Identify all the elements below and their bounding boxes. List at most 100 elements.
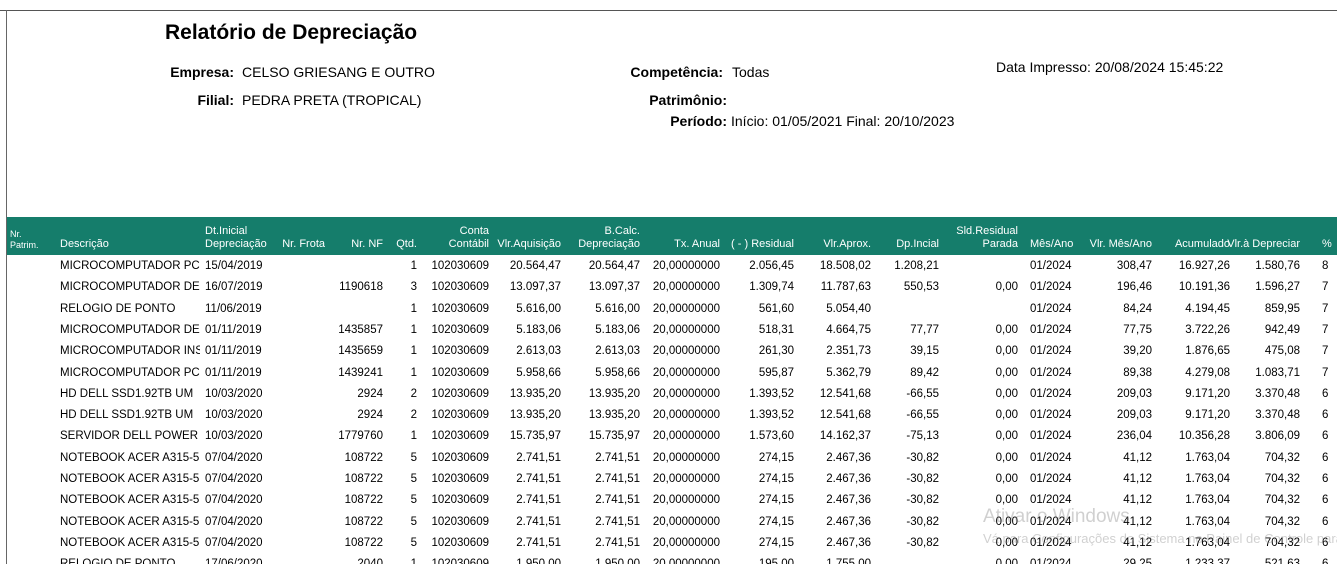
table-row[interactable]: HD DELL SSD1.92TB UM 10/03/2020 2924 2 10203… [7, 405, 1337, 426]
table-cell: NOTEBOOK ACER A315-5 [60, 473, 200, 485]
table-cell: 2.741,51 [516, 536, 561, 549]
table-cell: -75,13 [906, 430, 939, 443]
table-cell: 12.541,68 [819, 387, 871, 400]
table-cell: 15.735,97 [588, 430, 640, 443]
table-cell: 261,30 [758, 345, 794, 358]
table-cell: 5 [410, 451, 417, 464]
table-cell: 2 [410, 409, 417, 422]
window-top-border [0, 0, 1337, 11]
table-cell: 0,00 [995, 536, 1018, 549]
competencia-value: Todas [732, 64, 770, 80]
table-cell: 20,00000000 [652, 323, 720, 336]
table-cell: 1.393,52 [749, 387, 794, 400]
table-cell: 6 [1322, 387, 1329, 400]
table-cell: 1 [410, 366, 417, 379]
table-cell: 274,15 [758, 515, 794, 528]
table-row[interactable]: HD DELL SSD1.92TB UM 10/03/2020 2924 2 10203… [7, 384, 1337, 405]
table-cell: 942,49 [1264, 323, 1300, 336]
table-row[interactable]: MICROCOMPUTADOR PC 15/04/2019 1 102030609 20… [7, 256, 1337, 277]
table-cell: MICROCOMPUTADOR INS [60, 345, 200, 358]
table-row[interactable]: NOTEBOOK ACER A315-5 07/04/2020 108722 5 102… [7, 490, 1337, 511]
table-cell: 704,32 [1264, 451, 1300, 464]
table-cell: 5.183,06 [516, 323, 561, 336]
table-cell: 0,00 [995, 515, 1018, 528]
table-cell: 01/2024 [1030, 430, 1072, 443]
table-cell: 11.787,63 [820, 281, 871, 294]
table-cell: 102030609 [431, 366, 489, 379]
table-cell: 9.171,20 [1185, 387, 1230, 400]
table-cell: 20,00000000 [652, 409, 720, 422]
table-cell: 84,24 [1123, 302, 1152, 315]
table-cell: 475,08 [1264, 345, 1300, 358]
table-cell: 108722 [344, 536, 383, 549]
column-header: Conta Contábil [419, 217, 489, 255]
table-row[interactable]: NOTEBOOK ACER A315-5 07/04/2020 108722 5 102… [7, 469, 1337, 490]
column-header-line1: Dt.Inicial [205, 225, 248, 237]
table-cell: 6 [1322, 558, 1337, 564]
table-row[interactable]: SERVIDOR DELL POWER 10/03/2020 1779760 1 102… [7, 426, 1337, 447]
table-cell: 102030609 [431, 515, 489, 528]
table-cell: 01/11/2019 [205, 366, 262, 379]
table-cell: 6 [1322, 430, 1329, 443]
column-header: Vlr.Aquisição [491, 217, 561, 255]
table-cell: 274,15 [758, 473, 794, 485]
table-cell: 07/04/2020 [205, 536, 263, 549]
table-cell: 0,00 [941, 558, 1018, 564]
table-cell: 20,00000000 [652, 302, 720, 315]
column-header-line2: Contábil [448, 238, 489, 250]
table-row[interactable]: MICROCOMPUTADOR DE 16/07/2019 1190618 3 1020… [7, 277, 1337, 298]
table-cell: 102030609 [419, 558, 489, 564]
table-cell: 3.370,48 [1255, 409, 1300, 422]
table-cell: -30,82 [906, 536, 939, 549]
table-row[interactable]: NOTEBOOK ACER A315-5 07/04/2020 108722 5 102… [7, 512, 1337, 533]
table-cell: 102030609 [431, 345, 489, 358]
table-cell: 1.393,52 [749, 409, 794, 422]
table-cell: 5.362,79 [826, 366, 871, 379]
table-cell: 89,38 [1123, 366, 1152, 379]
table-cell: 07/04/2020 [205, 473, 263, 485]
table-cell: 2.741,51 [595, 473, 640, 485]
table-cell: 108722 [344, 494, 383, 507]
table-row[interactable]: MICROCOMPUTADOR INS 01/11/2019 1435659 1 102… [7, 341, 1337, 362]
table-cell: 7 [1322, 302, 1329, 315]
table-cell: 7 [1322, 366, 1329, 379]
table-cell: 1.763,04 [1185, 451, 1230, 464]
table-cell: 41,12 [1123, 536, 1152, 549]
table-cell: 2.351,73 [826, 345, 871, 358]
table-row[interactable]: NOTEBOOK ACER A315-5 07/04/2020 108722 5 102… [7, 533, 1337, 554]
table-cell: RELÓGIO DE PONTO [60, 558, 200, 564]
table-cell: 5 [410, 494, 417, 507]
table-cell: 2.741,51 [516, 494, 561, 507]
table-cell: 41,12 [1123, 473, 1152, 485]
table-cell: 20,00000000 [652, 260, 720, 272]
table-cell: 704,32 [1264, 536, 1300, 549]
table-cell: 2.741,51 [595, 451, 640, 464]
table-cell: 01/2024 [1030, 387, 1072, 400]
table-cell: 20,00000000 [652, 281, 720, 294]
column-header-line2: Parada [982, 238, 1018, 250]
table-cell: 102030609 [431, 494, 489, 507]
table-cell: 16.927,26 [1178, 260, 1230, 272]
table-row[interactable]: RELÓGIO DE PONTO 17/06/2020 20401102030609… [7, 554, 1337, 564]
table-row[interactable]: RELÓGIO DE PONTO 11/06/2019 1 102030609 5.61… [7, 299, 1337, 320]
table-row[interactable]: MICROCOMPUTADOR PC 01/11/2019 1439241 1 1020… [7, 363, 1337, 384]
table-cell: 17/06/2020 [205, 558, 273, 564]
data-table-body: MICROCOMPUTADOR PC 15/04/2019 1 102030609 20… [7, 256, 1337, 564]
table-cell: 01/2024 [1030, 494, 1072, 507]
table-cell: 0,00 [995, 281, 1018, 294]
column-header-line2: Patrim. [10, 240, 39, 250]
table-cell: 1 [410, 430, 417, 443]
table-row[interactable]: NOTEBOOK ACER A315-5 07/04/2020 108722 5 102… [7, 448, 1337, 469]
table-cell: 20,00000000 [642, 558, 720, 564]
table-cell: 6 [1322, 409, 1329, 422]
table-row[interactable]: MICROCOMPUTADOR DE 01/11/2019 1435857 1 1020… [7, 320, 1337, 341]
report-title: Relatório de Depreciação [165, 21, 418, 44]
table-cell: 10/03/2020 [205, 430, 263, 443]
activation-watermark: Ativar o Windows [983, 506, 1130, 527]
table-cell: 0,00 [995, 430, 1018, 443]
table-cell: 1439241 [338, 366, 383, 379]
table-cell: HD DELL SSD1.92TB UM [60, 387, 194, 400]
column-header-line2: Depreciação [205, 238, 267, 250]
table-cell: 01/2024 [1030, 345, 1072, 358]
table-cell: 102030609 [431, 323, 489, 336]
